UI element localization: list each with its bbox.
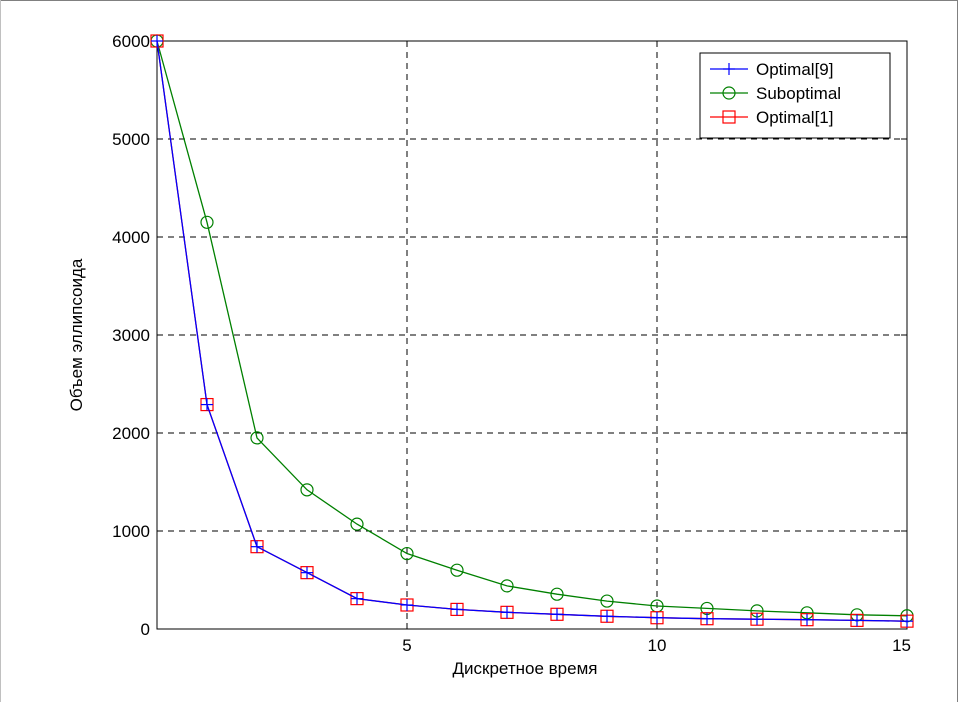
y-tick-label: 6000 <box>112 32 150 51</box>
square-marker <box>722 110 736 124</box>
legend: Optimal[9] Suboptimal Optimal[1] <box>699 52 891 139</box>
grid <box>157 41 907 629</box>
series-line <box>156 40 908 622</box>
plus-marker <box>651 611 663 624</box>
legend-entry: Optimal[1] <box>710 108 833 127</box>
y-tick-label: 3000 <box>112 326 150 345</box>
circle-marker <box>250 431 264 445</box>
series-layer <box>150 34 914 628</box>
series-line <box>156 40 908 617</box>
plus-marker <box>751 613 763 626</box>
x-tick-labels: 5 10 15 <box>402 636 911 655</box>
legend-label: Suboptimal <box>756 84 841 103</box>
circle-marker <box>500 579 514 593</box>
plus-marker <box>451 603 463 616</box>
plus-marker <box>901 615 913 628</box>
circle-marker <box>300 483 314 497</box>
plus-marker <box>801 613 813 626</box>
circle-marker <box>450 563 464 577</box>
y-tick-label: 2000 <box>112 424 150 443</box>
legend-box <box>699 52 891 139</box>
circle-marker <box>722 86 736 100</box>
plus-marker <box>401 598 413 611</box>
circle-marker <box>400 546 414 561</box>
plus-marker <box>251 540 263 553</box>
plus-marker <box>301 566 313 579</box>
x-tick-label: 5 <box>402 636 411 655</box>
legend-entry: Optimal[9] <box>710 60 833 79</box>
y-tick-label: 4000 <box>112 228 150 247</box>
plus-marker <box>501 606 513 619</box>
plus-marker <box>551 608 563 621</box>
y-tick-label: 0 <box>141 620 150 639</box>
x-tick-label: 10 <box>648 636 667 655</box>
plus-marker <box>151 35 163 47</box>
legend-label: Optimal[1] <box>756 108 833 127</box>
circle-marker <box>350 517 364 531</box>
series-optimal-9- <box>151 35 913 628</box>
legend-entry: Suboptimal <box>710 84 841 103</box>
y-tick-label: 1000 <box>112 522 150 541</box>
y-tick-label: 5000 <box>112 130 150 149</box>
y-axis-label: Объем эллипсоида <box>67 258 86 411</box>
circle-marker <box>550 587 564 601</box>
circle-marker <box>200 215 214 229</box>
x-axis-label: Дискретное время <box>453 659 598 678</box>
circle-marker <box>600 594 614 608</box>
legend-label: Optimal[9] <box>756 60 833 79</box>
plus-marker <box>851 614 863 627</box>
plus-marker <box>723 63 735 75</box>
plus-marker <box>601 610 613 623</box>
plus-marker <box>701 612 713 625</box>
plus-marker <box>201 398 213 411</box>
x-tick-label: 15 <box>892 636 911 655</box>
y-tick-labels: 0 1000 2000 3000 4000 5000 6000 <box>112 32 150 639</box>
plus-marker <box>351 592 363 605</box>
